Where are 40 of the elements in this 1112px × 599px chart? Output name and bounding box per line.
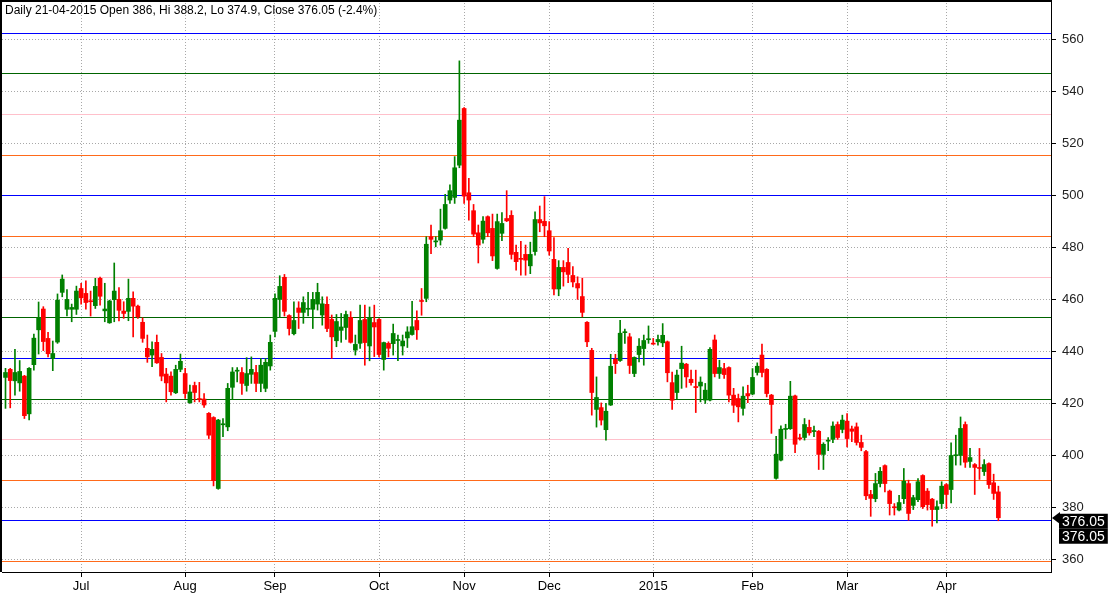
y-tick-label: 460 bbox=[1062, 290, 1084, 306]
candlestick bbox=[745, 384, 751, 403]
candlestick bbox=[111, 262, 117, 323]
y-tick-label: 360 bbox=[1062, 551, 1084, 567]
candlestick bbox=[428, 224, 434, 254]
x-tick-label: Dec bbox=[537, 578, 562, 594]
text: 376.05 bbox=[1062, 512, 1106, 529]
x-tick-label: Mar bbox=[835, 578, 859, 594]
y-tick-label: 540 bbox=[1062, 82, 1084, 98]
y-tick-label: 440 bbox=[1062, 343, 1084, 358]
y-tick-label: 560 bbox=[1062, 30, 1084, 46]
y-tick-label: 380 bbox=[1062, 499, 1084, 515]
candlestick bbox=[371, 304, 377, 357]
candlestick bbox=[972, 463, 978, 495]
text: 376.05 bbox=[1062, 527, 1106, 544]
x-tick-label: Aug bbox=[173, 578, 197, 594]
y-tick-label: 520 bbox=[1062, 134, 1084, 150]
y-tick-label: 480 bbox=[1062, 238, 1084, 254]
candlestick bbox=[849, 425, 855, 443]
candlestick bbox=[518, 241, 524, 276]
x-tick-label: Apr bbox=[936, 578, 958, 594]
chart-title: Daily 21-04-2015 Open 386, Hi 388.2, Lo 374.9, Close 376.05 (-2.4%) bbox=[5, 3, 378, 18]
candlestick bbox=[409, 300, 415, 336]
candlestick bbox=[967, 448, 973, 468]
candlestick bbox=[693, 369, 699, 413]
y-tick-label: 400 bbox=[1062, 447, 1084, 463]
candlestick bbox=[305, 292, 311, 317]
candlestick bbox=[537, 205, 543, 233]
x-tick-label: Feb bbox=[741, 578, 764, 594]
x-tick-label: Nov bbox=[452, 578, 477, 594]
x-tick-label: Sep bbox=[263, 578, 287, 594]
candlestick bbox=[622, 328, 628, 344]
candlestick bbox=[338, 313, 344, 343]
candlestick bbox=[811, 425, 817, 438]
x-tick-label: Oct bbox=[368, 578, 390, 594]
candlestick bbox=[395, 334, 401, 362]
y-tick-label: 420 bbox=[1062, 395, 1084, 411]
x-tick-label: Jul bbox=[72, 578, 90, 594]
x-tick-label: 2015 bbox=[638, 578, 668, 594]
y-tick-label: 500 bbox=[1062, 186, 1084, 202]
